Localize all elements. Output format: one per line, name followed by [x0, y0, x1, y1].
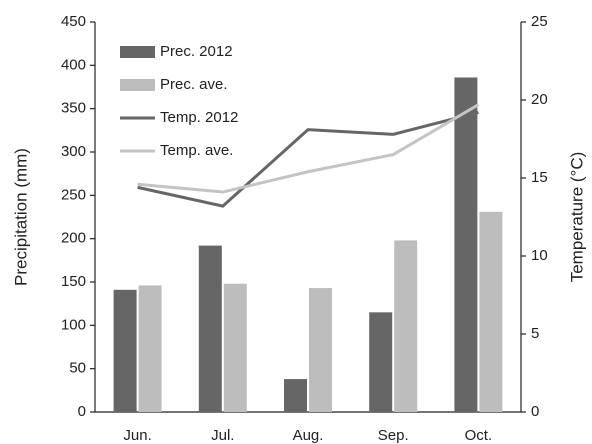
legend-label: Prec. ave.: [160, 76, 228, 93]
bar: [369, 312, 393, 412]
y2-tick-label: 10: [531, 247, 548, 264]
x-tick-label: Sep.: [378, 427, 409, 444]
bar: [454, 77, 478, 412]
legend-label: Temp. ave.: [160, 142, 233, 159]
bar: [223, 283, 247, 412]
y-tick-label: 0: [78, 403, 86, 420]
x-tick-label: Jun.: [123, 427, 151, 444]
legend-swatch: [120, 79, 155, 91]
x-tick-label: Jul.: [211, 427, 234, 444]
y-tick-label: 200: [61, 230, 86, 247]
y2-tick-label: 15: [531, 169, 548, 186]
y-tick-label: 400: [61, 56, 86, 73]
bar: [284, 379, 307, 412]
bar: [113, 289, 137, 412]
y-tick-label: 300: [61, 143, 86, 160]
x-tick-label: Oct.: [465, 427, 493, 444]
y-tick-label: 450: [61, 13, 86, 30]
y-tick-label: 100: [61, 316, 86, 333]
line: [137, 103, 480, 194]
y2-tick-label: 25: [531, 13, 548, 30]
bar: [309, 288, 332, 412]
bar: [479, 211, 503, 412]
y-tick-label: 50: [69, 360, 86, 377]
bar: [138, 285, 162, 412]
x-tick-label: Aug.: [293, 427, 324, 444]
y2-axis-label: Temperature (°C): [567, 152, 586, 283]
bar: [394, 240, 418, 412]
y-tick-label: 150: [61, 273, 86, 290]
legend-swatch: [120, 46, 155, 58]
legend-label: Prec. 2012: [160, 43, 233, 60]
bar: [198, 245, 222, 412]
y-axis-label: Precipitation (mm): [11, 148, 30, 286]
legend-label: Temp. 2012: [160, 109, 238, 126]
y2-tick-label: 20: [531, 91, 548, 108]
y-tick-label: 250: [61, 186, 86, 203]
y-tick-label: 350: [61, 100, 86, 117]
y2-tick-label: 5: [531, 325, 539, 342]
y2-tick-label: 0: [531, 403, 539, 420]
line: [137, 111, 479, 208]
